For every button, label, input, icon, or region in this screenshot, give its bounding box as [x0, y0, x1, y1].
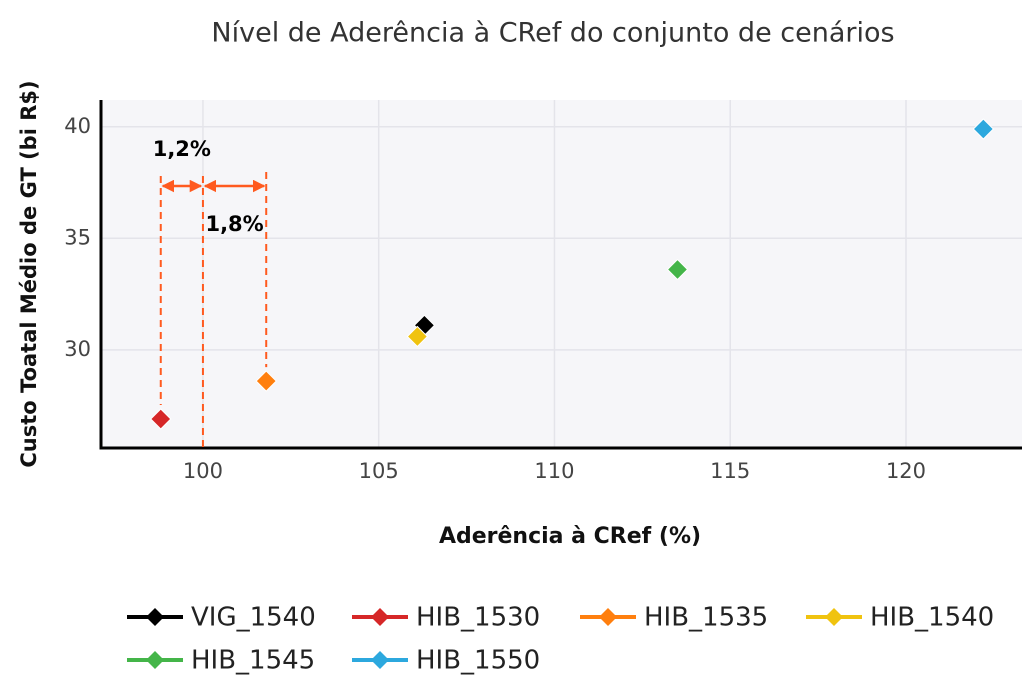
legend-marker	[146, 651, 164, 669]
legend-label: VIG_1540	[191, 603, 316, 633]
x-axis-label: Aderência à CRef (%)	[439, 524, 701, 549]
annotation: 1,2%	[153, 137, 211, 161]
x-tick-label: 110	[534, 459, 574, 483]
legend-label: HIB_1540	[870, 603, 994, 633]
x-tick-label: 120	[886, 459, 926, 483]
y-tick-label: 35	[64, 225, 91, 249]
point	[150, 408, 172, 430]
legend-marker	[825, 608, 843, 626]
legend-label: HIB_1535	[644, 603, 768, 633]
y-tick-label: 30	[64, 337, 91, 361]
legend-marker	[371, 651, 389, 669]
legend-label: HIB_1545	[191, 646, 315, 675]
legend-marker	[371, 608, 389, 626]
legend-marker	[146, 608, 164, 626]
point	[666, 258, 689, 281]
point	[406, 325, 429, 348]
annotation: 1,8%	[205, 212, 263, 236]
x-tick-label: 115	[710, 459, 750, 483]
legend-label: HIB_1550	[416, 646, 540, 675]
y-axis-label: Custo Toatal Médio de GT (bi R$)	[17, 80, 41, 467]
x-tick-label: 100	[183, 459, 223, 483]
x-tick-label: 105	[359, 459, 399, 483]
plot-area	[101, 100, 1022, 448]
point	[255, 370, 277, 392]
point	[972, 118, 995, 140]
y-tick-label: 40	[64, 114, 91, 138]
legend-marker	[599, 608, 617, 626]
chart-title: Nível de Aderência à CRef do conjunto de…	[211, 18, 894, 49]
legend-label: HIB_1530	[416, 603, 540, 633]
